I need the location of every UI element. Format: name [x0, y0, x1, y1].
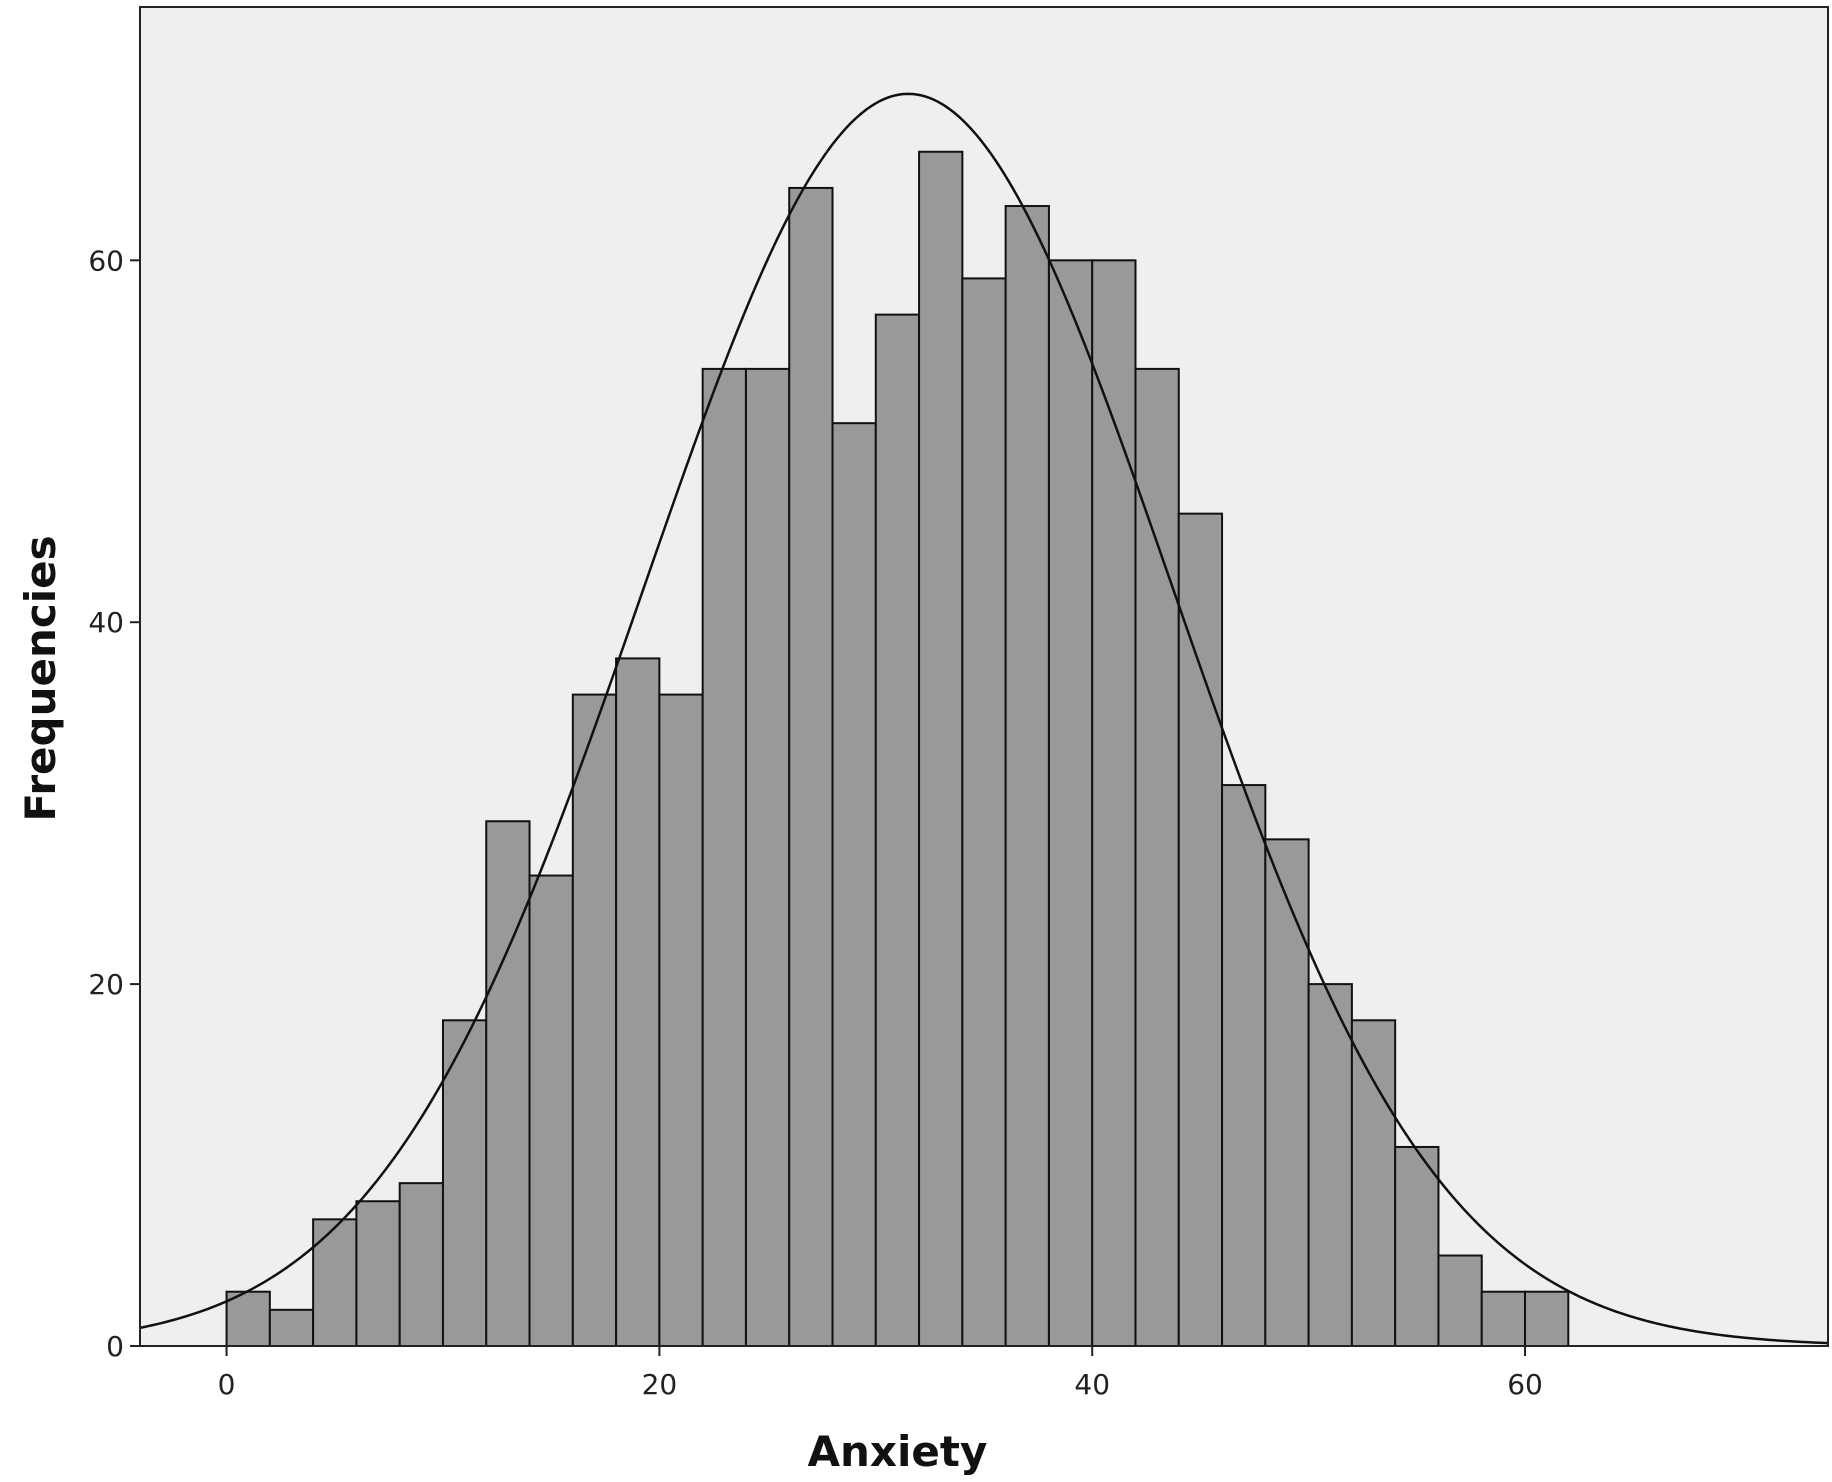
- x-axis-title: Anxiety: [808, 1427, 988, 1476]
- y-tick-label: 40: [88, 606, 124, 639]
- histogram-bar: [1177, 512, 1224, 1347]
- y-tick-label: 20: [88, 968, 124, 1001]
- normal-curve: [139, 92, 1829, 1345]
- y-tick-label: 60: [88, 244, 124, 277]
- histogram-bar: [701, 367, 747, 1347]
- histogram-bar: [874, 313, 921, 1347]
- histogram-bar: [528, 874, 574, 1347]
- histogram-bar: [658, 693, 704, 1347]
- histogram-bar: [961, 277, 1007, 1347]
- x-tick-label: 0: [218, 1368, 236, 1401]
- histogram-bar: [1047, 259, 1094, 1347]
- histogram-bar: [744, 367, 791, 1347]
- x-tick-label: 60: [1507, 1368, 1543, 1401]
- histogram-bar: [1437, 1254, 1483, 1347]
- histogram-bar: [1394, 1145, 1440, 1348]
- histogram-bar: [788, 186, 834, 1348]
- histogram-bar: [918, 150, 964, 1348]
- histogram-bar: [1264, 838, 1310, 1348]
- histogram-bar: [268, 1308, 315, 1347]
- histogram-bar: [1524, 1290, 1570, 1347]
- histogram-bar: [1480, 1290, 1527, 1347]
- histogram-bar: [1307, 983, 1353, 1347]
- histogram-bar: [615, 657, 661, 1347]
- y-tick-label: 0: [106, 1330, 124, 1363]
- histogram-bar: [1004, 205, 1050, 1348]
- y-axis-title: Frequencies: [16, 535, 65, 821]
- histogram-bar: [571, 693, 618, 1347]
- bars-group: [225, 150, 1570, 1348]
- histogram-bar: [225, 1290, 271, 1347]
- x-tick-label: 40: [1074, 1368, 1110, 1401]
- histogram-bar: [831, 422, 877, 1348]
- histogram-bar: [355, 1200, 401, 1348]
- histogram-bar: [1134, 367, 1180, 1347]
- histogram-bar: [312, 1218, 358, 1348]
- plot-frame: [139, 6, 1829, 1347]
- histogram-bar: [1350, 1019, 1397, 1347]
- histogram-bar: [485, 820, 531, 1347]
- histogram-bar: [398, 1182, 444, 1348]
- y-axis: 0 20 40 60: [88, 244, 140, 1363]
- histogram-bar: [1091, 259, 1137, 1347]
- x-axis: 0 20 40 60: [218, 1346, 1543, 1401]
- histogram-bar: [1221, 784, 1267, 1347]
- x-tick-label: 20: [642, 1368, 678, 1401]
